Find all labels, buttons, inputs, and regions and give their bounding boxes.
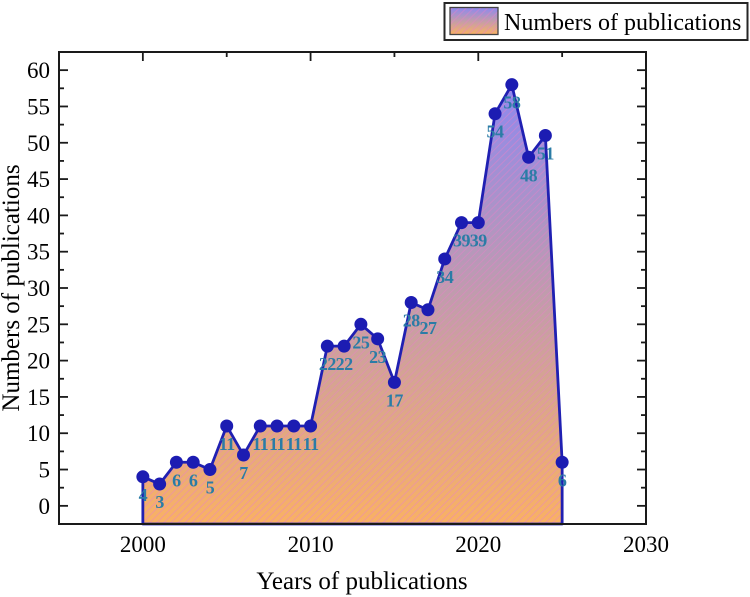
y-tick-labels: 0 5 10 15 20 25 30 35 40 45 50 55 60	[27, 58, 50, 519]
data-point-marker	[287, 419, 301, 433]
x-axis-title: Years of publications	[256, 568, 467, 595]
data-point-label: 11	[269, 434, 286, 454]
y-tick-label: 35	[27, 240, 50, 265]
x-tick-label: 2020	[455, 532, 501, 557]
data-point-label: 23	[369, 347, 387, 367]
data-point-marker	[153, 477, 167, 491]
y-tick-label: 50	[27, 131, 50, 156]
data-point-label: 5	[206, 478, 215, 498]
y-axis-title: Numbers of publications	[0, 164, 25, 411]
y-tick-label: 25	[27, 312, 50, 337]
data-point-marker	[169, 455, 183, 469]
data-point-marker	[270, 419, 284, 433]
data-point-label: 3	[155, 492, 164, 512]
data-point-label: 11	[303, 434, 320, 454]
data-point-label: 22	[336, 354, 354, 374]
data-point-label: 54	[487, 122, 505, 142]
data-point-marker	[253, 419, 267, 433]
data-point-marker	[203, 463, 217, 477]
area-series	[141, 83, 564, 526]
data-point-label: 6	[172, 470, 181, 490]
data-point-marker	[236, 448, 250, 462]
data-point-label: 39	[453, 231, 471, 251]
data-point-label: 25	[352, 332, 370, 352]
data-point-marker	[354, 317, 368, 331]
data-point-label: 28	[403, 311, 421, 331]
data-point-marker	[220, 419, 234, 433]
data-point-label: 48	[520, 165, 538, 185]
y-tick-label: 0	[39, 494, 51, 519]
legend-swatch	[449, 6, 499, 36]
y-tick-label: 30	[27, 276, 50, 301]
x-tick-label: 2000	[120, 532, 166, 557]
data-point-label: 39	[470, 231, 488, 251]
x-tick-label: 2010	[288, 532, 334, 557]
data-point-marker	[505, 78, 519, 92]
data-points	[136, 78, 569, 491]
y-tick-label: 15	[27, 385, 50, 410]
data-point-marker	[404, 296, 418, 310]
legend: Numbers of publications	[443, 2, 749, 41]
y-tick-label: 20	[27, 349, 50, 374]
data-point-label: 6	[189, 470, 198, 490]
data-point-label: 11	[286, 434, 303, 454]
data-point-marker	[304, 419, 318, 433]
data-point-marker	[337, 339, 351, 353]
data-point-marker	[522, 150, 536, 164]
x-tick-label: 2030	[623, 532, 669, 557]
data-point-label: 17	[386, 390, 404, 410]
data-point-marker	[421, 303, 435, 317]
data-point-marker	[438, 252, 452, 266]
data-point-label: 4	[139, 485, 148, 505]
axis-ticks	[59, 52, 647, 507]
data-point-label: 22	[319, 354, 337, 374]
data-point-marker	[371, 332, 385, 346]
legend-label: Numbers of publications	[504, 10, 741, 36]
data-point-marker	[471, 216, 485, 230]
data-point-label: 51	[537, 144, 555, 164]
data-point-label: 27	[419, 318, 437, 338]
y-tick-label: 55	[27, 94, 50, 119]
x-tick-labels: 2000 2010 2020 2030	[120, 532, 669, 557]
y-tick-label: 45	[27, 167, 50, 192]
data-point-marker	[186, 455, 200, 469]
data-point-label: 7	[239, 463, 248, 483]
y-tick-label: 5	[39, 458, 51, 483]
data-point-label: 58	[503, 93, 521, 113]
y-tick-label: 40	[27, 203, 50, 228]
data-point-label: 11	[252, 434, 269, 454]
area-hatch	[142, 84, 563, 524]
data-point-marker	[555, 455, 569, 469]
data-point-label: 6	[558, 470, 567, 490]
data-point-label: 34	[436, 267, 454, 287]
data-point-marker	[488, 107, 502, 121]
data-point-marker	[455, 216, 469, 230]
y-tick-label: 60	[27, 58, 50, 83]
data-point-label: 11	[219, 434, 236, 454]
legend-swatch-hatch	[449, 6, 499, 36]
data-point-marker	[387, 375, 401, 389]
y-tick-label: 10	[27, 421, 50, 446]
data-point-marker	[136, 470, 150, 484]
data-point-marker	[538, 129, 552, 143]
data-point-marker	[320, 339, 334, 353]
